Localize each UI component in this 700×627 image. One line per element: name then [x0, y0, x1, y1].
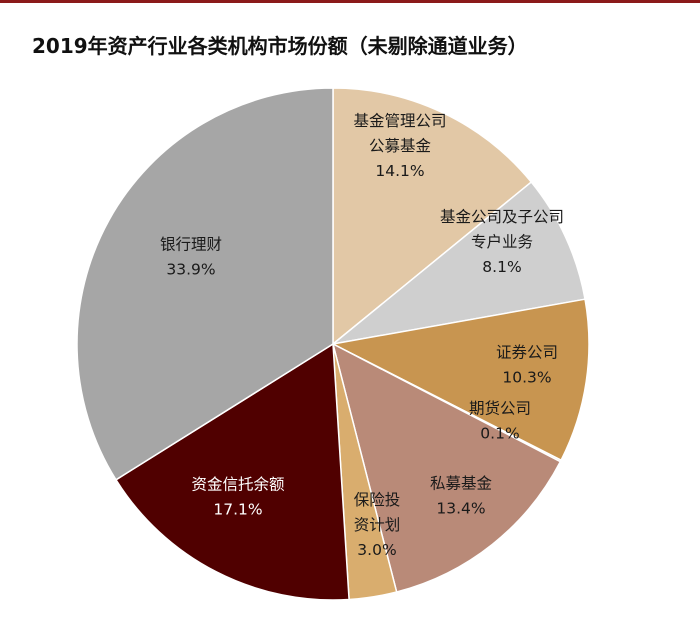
- slice-label-2: 基金公司及子公司专户业务 8.1%: [440, 208, 564, 276]
- slice-value-label: 10.3%: [502, 369, 551, 387]
- slice-name-label: 期货公司: [469, 400, 531, 418]
- slice-name-label: 专户业务: [471, 233, 533, 251]
- slice-name-label: 保险投: [354, 491, 401, 509]
- slice-name-label: 银行理财: [160, 236, 222, 254]
- pie-slice-8[interactable]: [76, 87, 334, 481]
- pie-labels: 基金管理公司公募基金 14.1% 基金公司及子公司专户业务 8.1% 证券公司 10.3%…: [160, 112, 564, 559]
- slice-label-5: 私募基金 13.4%: [430, 475, 493, 518]
- pie-slice-3[interactable]: [330, 298, 590, 462]
- pie-slice-1[interactable]: [332, 87, 533, 346]
- top-rule: [0, 0, 700, 3]
- pie-slice-5[interactable]: [331, 342, 562, 593]
- slice-name-label: 基金公司及子公司: [440, 208, 564, 226]
- slice-value-label: 8.1%: [482, 258, 521, 276]
- slice-label-8: 银行理财 33.9%: [160, 236, 222, 279]
- slice-value-label: 33.9%: [166, 261, 215, 279]
- pie-slice-7[interactable]: [114, 342, 350, 601]
- slice-value-label: 14.1%: [375, 162, 424, 180]
- slice-label-7: 资金信托余额 17.1%: [191, 475, 285, 519]
- slice-label-4: 期货公司 0.1%: [469, 400, 531, 443]
- slice-label-6: 保险投资计划 3.0%: [354, 491, 401, 559]
- slice-value-label: 0.1%: [480, 425, 519, 443]
- slice-name-label: 公募基金: [369, 137, 432, 155]
- slice-name-label: 私募基金: [430, 475, 493, 493]
- chart-title: 2019年资产行业各类机构市场份额（未剔除通道业务）: [32, 34, 528, 58]
- slice-label-1: 基金管理公司公募基金 14.1%: [353, 112, 446, 180]
- pie-slices: [76, 87, 590, 601]
- slice-name-label: 基金管理公司: [353, 112, 446, 130]
- slice-value-label: 13.4%: [436, 500, 485, 518]
- slice-name-label: 资金信托余额: [191, 475, 285, 494]
- slice-name-label: 资计划: [354, 516, 401, 534]
- slice-name-label: 证券公司: [496, 344, 558, 362]
- slice-value-label: 3.0%: [357, 541, 396, 559]
- pie-slice-2[interactable]: [330, 181, 586, 346]
- slice-label-3: 证券公司 10.3%: [496, 344, 558, 387]
- slice-value-label: 17.1%: [213, 501, 262, 519]
